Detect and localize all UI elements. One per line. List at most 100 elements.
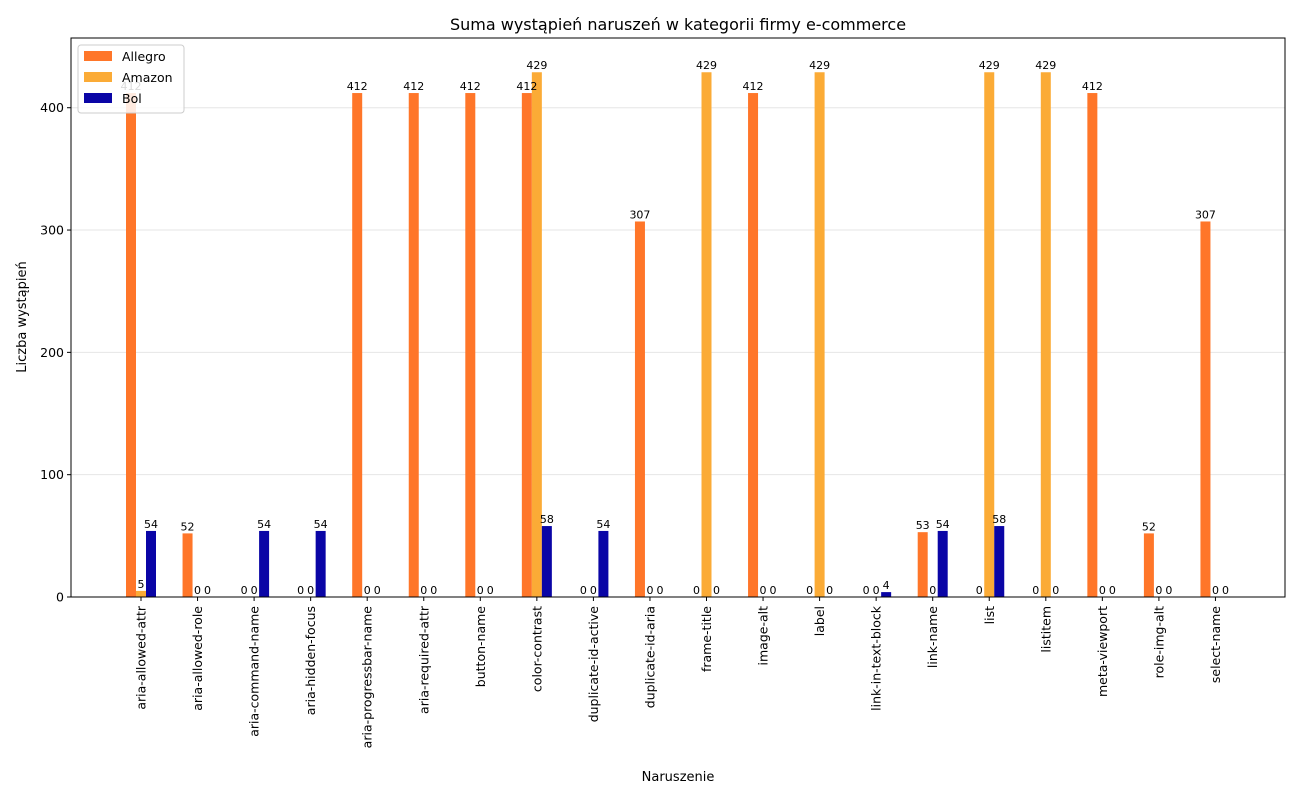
legend-label-bol: Bol (122, 91, 142, 106)
bar-amazon (531, 72, 542, 597)
data-label: 429 (979, 59, 1000, 72)
bar-bol (937, 530, 948, 597)
y-tick-label: 100 (40, 467, 64, 482)
data-label: 0 (1222, 584, 1229, 597)
bar-bol (541, 526, 552, 597)
data-label: 58 (992, 513, 1006, 526)
data-label: 0 (364, 584, 371, 597)
data-label: 54 (936, 518, 950, 531)
bar-allegro (126, 93, 136, 597)
data-label: 0 (1109, 584, 1116, 597)
x-tick-label: label (812, 606, 827, 636)
bar-allegro (1143, 533, 1154, 597)
data-label: 0 (251, 584, 258, 597)
data-label: 0 (863, 584, 870, 597)
data-label: 0 (646, 584, 653, 597)
bar-amazon (984, 72, 995, 597)
plot-frame (70, 37, 1286, 598)
data-label: 429 (696, 59, 717, 72)
x-tick-label: role-img-alt (1151, 606, 1166, 678)
data-label: 412 (403, 80, 424, 93)
data-label: 0 (713, 584, 720, 597)
data-label: 54 (596, 518, 610, 531)
data-label: 0 (693, 584, 700, 597)
x-tick-label: aria-allowed-role (190, 606, 205, 711)
y-axis: 0 100 200 300 400 (40, 100, 71, 605)
data-label: 52 (181, 520, 195, 533)
bar-allegro (465, 93, 476, 597)
data-labels: 4125545200005400544120041200412004124295… (121, 59, 1229, 597)
x-axis-label: Naruszenie (642, 770, 715, 785)
bar-bol (259, 530, 270, 597)
data-label: 0 (204, 584, 211, 597)
data-label: 0 (487, 584, 494, 597)
y-tick-label: 200 (40, 345, 64, 360)
x-tick-label: list (982, 606, 997, 624)
bar-allegro (1087, 93, 1098, 597)
data-label: 54 (314, 518, 328, 531)
data-label: 54 (144, 518, 158, 531)
bar-amazon (1040, 72, 1051, 597)
y-axis-label: Liczba wystąpień (15, 261, 30, 372)
x-tick-label: aria-command-name (247, 606, 262, 737)
x-tick-label: duplicate-id-aria (642, 606, 657, 708)
x-axis: aria-allowed-attr aria-allowed-role aria-c… (134, 597, 1223, 748)
bar-allegro (917, 532, 928, 597)
bars (126, 72, 1211, 597)
data-label: 54 (257, 518, 271, 531)
data-label: 0 (1099, 584, 1106, 597)
data-label: 0 (1165, 584, 1172, 597)
data-label: 0 (580, 584, 587, 597)
data-label: 53 (916, 519, 930, 532)
data-label: 412 (460, 80, 481, 93)
data-label: 0 (307, 584, 314, 597)
bar-allegro (748, 93, 759, 597)
data-label: 0 (241, 584, 248, 597)
x-tick-label: color-contrast (529, 606, 544, 692)
legend-swatch-bol (84, 93, 112, 103)
bar-allegro (182, 533, 193, 597)
data-label: 5 (138, 578, 145, 591)
data-label: 52 (1142, 520, 1156, 533)
data-label: 429 (1035, 59, 1056, 72)
bar-bol (598, 530, 609, 597)
y-tick-label: 300 (40, 223, 64, 238)
x-tick-label: frame-title (699, 606, 714, 672)
data-label: 429 (526, 59, 547, 72)
data-label: 307 (1195, 208, 1216, 221)
bar-allegro (1200, 221, 1211, 597)
data-label: 0 (760, 584, 767, 597)
data-label: 0 (873, 584, 880, 597)
x-tick-label: link-in-text-block (869, 605, 884, 711)
data-label: 429 (809, 59, 830, 72)
bar-allegro (634, 221, 645, 597)
grid-lines (71, 107, 1285, 476)
bar-bol (994, 526, 1005, 597)
legend: Allegro Amazon Bol (77, 44, 185, 114)
bar-bol (315, 530, 326, 597)
data-label: 0 (420, 584, 427, 597)
x-tick-label: meta-viewport (1095, 606, 1110, 697)
data-label: 307 (629, 208, 650, 221)
data-label: 0 (976, 584, 983, 597)
y-tick-label: 0 (56, 590, 64, 605)
data-label: 0 (590, 584, 597, 597)
bar-bol (146, 530, 156, 597)
bar-allegro (521, 93, 532, 597)
bar-allegro (408, 93, 419, 597)
data-label: 412 (347, 80, 368, 93)
bar-allegro (352, 93, 363, 597)
data-label: 412 (743, 80, 764, 93)
legend-swatch-allegro (84, 51, 112, 61)
legend-swatch-amazon (84, 72, 112, 82)
data-label: 0 (1212, 584, 1219, 597)
y-tick-label: 400 (40, 100, 64, 115)
data-label: 0 (806, 584, 813, 597)
x-tick-label: aria-hidden-focus (303, 606, 318, 715)
data-label: 0 (929, 584, 936, 597)
data-label: 0 (297, 584, 304, 597)
data-label: 0 (374, 584, 381, 597)
data-label: 0 (826, 584, 833, 597)
chart-title: Suma wystąpień naruszeń w kategorii firm… (450, 15, 906, 34)
x-tick-label: aria-required-attr (416, 605, 431, 714)
